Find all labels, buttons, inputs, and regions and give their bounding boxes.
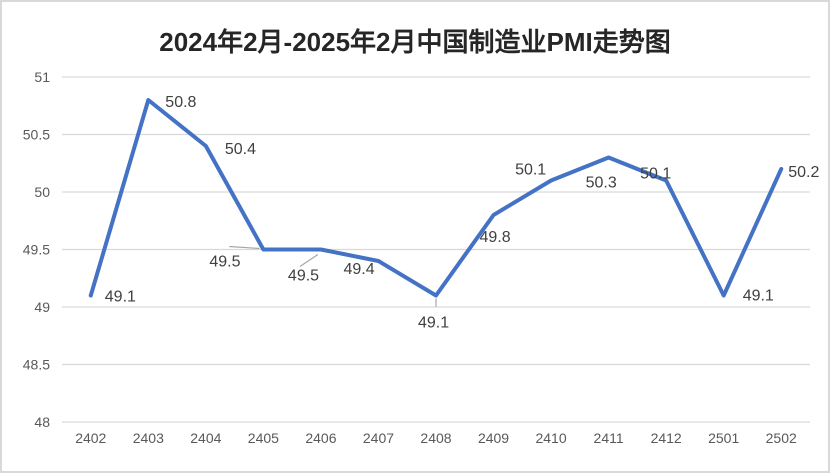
x-axis-label-2408: 2408 — [420, 430, 451, 446]
data-label-2409: 49.8 — [480, 229, 511, 246]
x-axis-label-2411: 2411 — [594, 430, 624, 446]
data-label-2407: 49.4 — [343, 261, 374, 278]
x-axis-label-2502: 2502 — [766, 430, 797, 446]
x-axis-label-2410: 2410 — [535, 430, 566, 446]
x-axis-label-2407: 2407 — [363, 430, 394, 446]
leader-line-2405 — [229, 245, 260, 250]
leader-line-2406 — [299, 254, 319, 267]
y-axis-label-50: 50 — [34, 184, 50, 200]
x-axis-label-2404: 2404 — [190, 430, 221, 446]
x-axis-label-2403: 2403 — [133, 430, 164, 446]
data-label-2502: 50.2 — [788, 164, 819, 181]
x-axis-label-2405: 2405 — [248, 430, 279, 446]
data-label-2411: 50.3 — [586, 175, 617, 192]
data-label-2408: 49.1 — [418, 315, 449, 332]
data-label-2404: 50.4 — [225, 141, 256, 158]
x-axis-label-2406: 2406 — [305, 430, 336, 446]
y-axis-label-49: 49 — [34, 299, 50, 315]
data-label-2406: 49.5 — [288, 268, 319, 285]
x-axis-label-2402: 2402 — [75, 430, 106, 446]
data-label-2412: 50.1 — [640, 166, 671, 183]
data-label-2403: 50.8 — [165, 94, 196, 111]
y-axis-label-49.5: 49.5 — [23, 242, 50, 258]
y-axis-label-50.5: 50.5 — [23, 127, 50, 143]
data-label-2501: 49.1 — [743, 288, 774, 305]
pmi-series-line — [88, 98, 784, 298]
data-label-2402: 49.1 — [105, 289, 136, 306]
y-axis-label-51: 51 — [34, 69, 50, 85]
x-axis-label-2409: 2409 — [478, 430, 509, 446]
y-axis-label-48: 48 — [34, 414, 50, 430]
data-label-2410: 50.1 — [515, 162, 546, 179]
data-label-2405: 49.5 — [209, 254, 240, 271]
x-axis-label-2412: 2412 — [651, 430, 682, 446]
y-axis-label-48.5: 48.5 — [23, 357, 50, 373]
x-axis-label-2501: 2501 — [708, 430, 739, 446]
